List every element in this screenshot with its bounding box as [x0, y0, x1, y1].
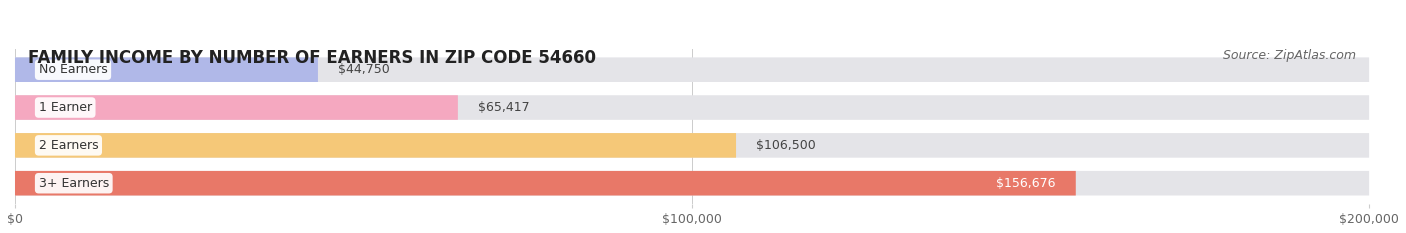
Text: $44,750: $44,750	[339, 63, 389, 76]
Text: No Earners: No Earners	[38, 63, 107, 76]
FancyBboxPatch shape	[15, 57, 1369, 82]
Text: 2 Earners: 2 Earners	[38, 139, 98, 152]
FancyBboxPatch shape	[15, 133, 1369, 158]
Text: 1 Earner: 1 Earner	[38, 101, 91, 114]
FancyBboxPatch shape	[15, 171, 1076, 195]
FancyBboxPatch shape	[15, 171, 1369, 195]
FancyBboxPatch shape	[15, 95, 1369, 120]
FancyBboxPatch shape	[15, 95, 458, 120]
Text: FAMILY INCOME BY NUMBER OF EARNERS IN ZIP CODE 54660: FAMILY INCOME BY NUMBER OF EARNERS IN ZI…	[28, 49, 596, 67]
Text: $156,676: $156,676	[995, 177, 1056, 190]
Text: Source: ZipAtlas.com: Source: ZipAtlas.com	[1223, 49, 1355, 62]
Text: $65,417: $65,417	[478, 101, 530, 114]
FancyBboxPatch shape	[15, 133, 737, 158]
FancyBboxPatch shape	[15, 57, 318, 82]
Text: 3+ Earners: 3+ Earners	[38, 177, 108, 190]
Text: $106,500: $106,500	[756, 139, 815, 152]
